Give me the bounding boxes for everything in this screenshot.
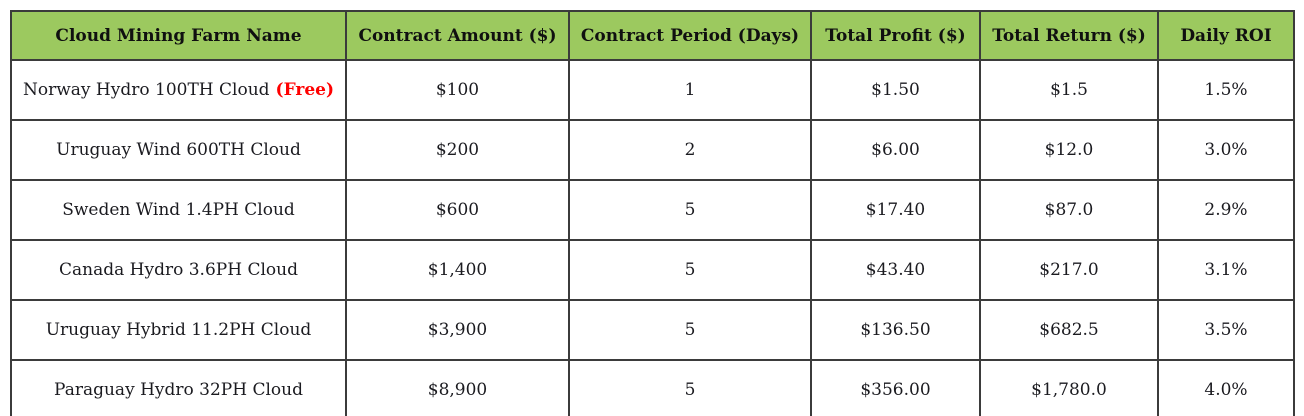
cell-contract-amount: $1,400 — [345, 239, 570, 301]
cell-total-profit: $43.40 — [810, 239, 981, 301]
cell-total-return: $682.5 — [979, 299, 1159, 361]
cell-farm-name: Sweden Wind 1.4PH Cloud — [10, 179, 347, 241]
farm-name-text: Sweden Wind 1.4PH Cloud — [62, 200, 295, 220]
cell-total-profit: $136.50 — [810, 299, 981, 361]
cell-farm-name: Canada Hydro 3.6PH Cloud — [10, 239, 347, 301]
cell-total-profit: $17.40 — [810, 179, 981, 241]
table-row: Canada Hydro 3.6PH Cloud $1,400 5 $43.40… — [10, 239, 1295, 301]
column-header-total-profit: Total Profit ($) — [810, 10, 981, 61]
free-tag: (Free) — [275, 80, 334, 100]
cell-total-profit: $1.50 — [810, 59, 981, 121]
cell-contract-period: 2 — [568, 119, 812, 181]
cell-contract-period: 5 — [568, 299, 812, 361]
cell-total-return: $1.5 — [979, 59, 1159, 121]
cell-contract-period: 5 — [568, 359, 812, 416]
column-header-farm-name: Cloud Mining Farm Name — [10, 10, 347, 61]
cell-daily-roi: 3.0% — [1157, 119, 1295, 181]
cell-contract-amount: $8,900 — [345, 359, 570, 416]
column-header-contract-amount: Contract Amount ($) — [345, 10, 570, 61]
cell-contract-amount: $200 — [345, 119, 570, 181]
cell-daily-roi: 3.5% — [1157, 299, 1295, 361]
cell-daily-roi: 1.5% — [1157, 59, 1295, 121]
column-header-daily-roi: Daily ROI — [1157, 10, 1295, 61]
mining-plans-table: Cloud Mining Farm Name Contract Amount (… — [10, 10, 1295, 416]
farm-name-text: Uruguay Hybrid 11.2PH Cloud — [45, 320, 312, 340]
cell-contract-amount: $3,900 — [345, 299, 570, 361]
cell-contract-period: 1 — [568, 59, 812, 121]
farm-name-text: Paraguay Hydro 32PH Cloud — [54, 380, 303, 400]
cell-farm-name: Uruguay Wind 600TH Cloud — [10, 119, 347, 181]
cell-contract-period: 5 — [568, 179, 812, 241]
table-row: Uruguay Wind 600TH Cloud $200 2 $6.00 $1… — [10, 119, 1295, 181]
cell-farm-name: Paraguay Hydro 32PH Cloud — [10, 359, 347, 416]
cell-farm-name: Norway Hydro 100TH Cloud (Free) — [10, 59, 347, 121]
cell-total-return: $12.0 — [979, 119, 1159, 181]
table-header: Cloud Mining Farm Name Contract Amount (… — [10, 10, 1295, 61]
cell-farm-name: Uruguay Hybrid 11.2PH Cloud — [10, 299, 347, 361]
table-row: Sweden Wind 1.4PH Cloud $600 5 $17.40 $8… — [10, 179, 1295, 241]
cell-total-return: $217.0 — [979, 239, 1159, 301]
farm-name-text: Uruguay Wind 600TH Cloud — [56, 140, 301, 160]
table-row: Paraguay Hydro 32PH Cloud $8,900 5 $356.… — [10, 359, 1295, 416]
cell-daily-roi: 2.9% — [1157, 179, 1295, 241]
cell-contract-amount: $600 — [345, 179, 570, 241]
cell-daily-roi: 3.1% — [1157, 239, 1295, 301]
cell-total-return: $87.0 — [979, 179, 1159, 241]
cell-contract-period: 5 — [568, 239, 812, 301]
header-row: Cloud Mining Farm Name Contract Amount (… — [10, 10, 1295, 61]
cell-contract-amount: $100 — [345, 59, 570, 121]
column-header-contract-period: Contract Period (Days) — [568, 10, 812, 61]
table-body: Norway Hydro 100TH Cloud (Free) $100 1 $1… — [10, 59, 1295, 416]
farm-name-text: Norway Hydro 100TH Cloud — [23, 80, 270, 100]
table-row: Uruguay Hybrid 11.2PH Cloud $3,900 5 $13… — [10, 299, 1295, 361]
column-header-total-return: Total Return ($) — [979, 10, 1159, 61]
cell-daily-roi: 4.0% — [1157, 359, 1295, 416]
table-row: Norway Hydro 100TH Cloud (Free) $100 1 $1… — [10, 59, 1295, 121]
cell-total-profit: $356.00 — [810, 359, 981, 416]
cell-total-return: $1,780.0 — [979, 359, 1159, 416]
farm-name-text: Canada Hydro 3.6PH Cloud — [59, 260, 298, 280]
cell-total-profit: $6.00 — [810, 119, 981, 181]
